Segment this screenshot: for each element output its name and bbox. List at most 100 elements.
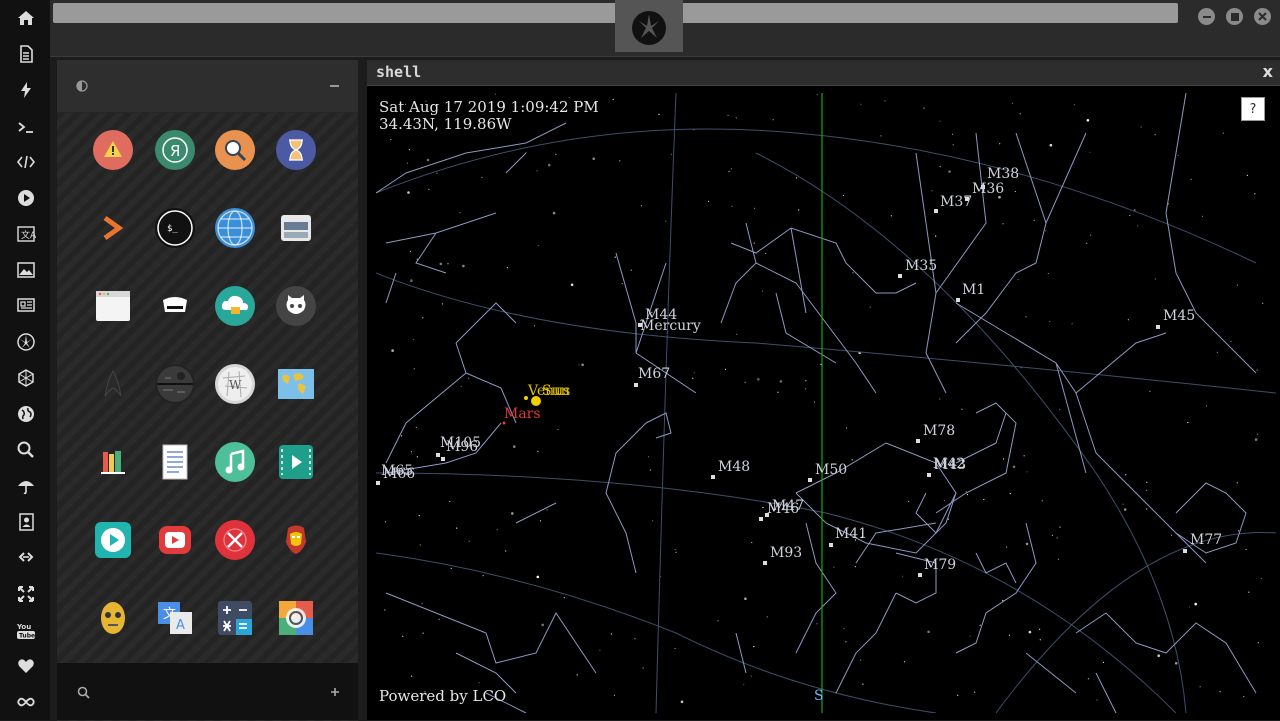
- world-map-app-icon[interactable]: [276, 364, 316, 404]
- label-m96: M96: [446, 439, 478, 455]
- play-icon[interactable]: [13, 185, 39, 211]
- youtube-icon[interactable]: You Tube: [13, 617, 39, 643]
- collapse-launcher-button[interactable]: [330, 85, 339, 87]
- player-app-icon[interactable]: [93, 520, 133, 560]
- newspaper-icon[interactable]: [13, 292, 39, 318]
- label-m44: M44: [645, 307, 677, 323]
- label-m65: M65: [381, 463, 413, 479]
- sky-location: 34.43N, 119.86W: [379, 115, 512, 133]
- label-m77: M77: [1190, 532, 1222, 548]
- heart-icon[interactable]: [13, 653, 39, 679]
- top-bar: [50, 0, 1280, 57]
- maximize-button[interactable]: [1226, 8, 1243, 25]
- search-icon[interactable]: [13, 437, 39, 463]
- shell-close-button[interactable]: x: [1262, 62, 1273, 81]
- bolt-icon[interactable]: [13, 77, 39, 103]
- search-icon: [77, 686, 90, 699]
- storage-app-icon[interactable]: [276, 208, 316, 248]
- label-m42: M42: [933, 456, 965, 472]
- sky-map[interactable]: Sat Aug 17 2019 1:09:42 PM 34.43N, 119.8…: [376, 93, 1276, 713]
- label-m38: M38: [987, 166, 1019, 182]
- sky-datetime: Sat Aug 17 2019 1:09:42 PM: [379, 98, 599, 116]
- label-m78: M78: [923, 423, 955, 439]
- help-button[interactable]: ?: [1241, 97, 1265, 121]
- code-icon[interactable]: [13, 149, 39, 175]
- youtube-app-icon[interactable]: [155, 520, 195, 560]
- hexagon-icon[interactable]: [13, 365, 39, 391]
- search-app-icon[interactable]: [215, 130, 255, 170]
- label-m67: M67: [638, 366, 670, 382]
- label-m66: M66: [383, 466, 415, 482]
- label-sun: Sun: [542, 383, 570, 399]
- close-window-button[interactable]: [1254, 8, 1271, 25]
- label-m41: M41: [835, 526, 867, 542]
- label-m37: M37: [940, 194, 972, 210]
- svg-text:文A: 文A: [21, 229, 36, 241]
- death-star-app-icon[interactable]: [155, 364, 195, 404]
- venus-marker: [524, 396, 528, 400]
- app-launcher: Я $_ W 文 A: [57, 60, 358, 721]
- shell-app-icon[interactable]: $_: [155, 208, 195, 248]
- expand-icon[interactable]: [13, 581, 39, 607]
- rebel-icon[interactable]: [13, 329, 39, 355]
- svg-text:Tube: Tube: [19, 633, 35, 640]
- label-mars: Mars: [504, 406, 541, 422]
- umbrella-icon[interactable]: [13, 473, 39, 499]
- infinity-icon[interactable]: [13, 689, 39, 715]
- add-icon[interactable]: [330, 687, 340, 697]
- books-app-icon[interactable]: [93, 442, 133, 482]
- label-m93: M93: [770, 545, 802, 561]
- label-m79: M79: [924, 557, 956, 573]
- hourglass-app-icon[interactable]: [276, 130, 316, 170]
- label-m46: M46: [767, 501, 799, 517]
- wikipedia-app-icon[interactable]: W: [215, 364, 255, 404]
- launcher-search-input[interactable]: [99, 679, 313, 705]
- close-app-icon[interactable]: [215, 520, 255, 560]
- warning-app-icon[interactable]: [93, 130, 133, 170]
- constellation-lines: [376, 93, 1257, 713]
- contact-icon[interactable]: [13, 509, 39, 535]
- star-trek-app-icon[interactable]: [93, 364, 133, 404]
- video-app-icon[interactable]: [276, 442, 316, 482]
- document-icon[interactable]: [13, 41, 39, 67]
- window-app-icon[interactable]: [93, 286, 133, 326]
- launcher-search: [57, 663, 358, 720]
- shell-titlebar: shell x: [367, 60, 1280, 86]
- music-app-icon[interactable]: [215, 442, 255, 482]
- object-markers: [376, 185, 1187, 577]
- app-grid: Я $_ W 文 A: [57, 113, 358, 721]
- meridian-label: S: [814, 688, 824, 704]
- mars-marker: [502, 421, 506, 425]
- notes-app-icon[interactable]: [155, 442, 195, 482]
- label-m1: M1: [962, 282, 985, 298]
- photos-app-icon[interactable]: [276, 598, 316, 638]
- hacker-app-icon[interactable]: [155, 286, 195, 326]
- shell-title: shell: [376, 63, 422, 81]
- label-mercury: Mercury: [640, 318, 701, 334]
- cloud-lock-app-icon[interactable]: [215, 286, 255, 326]
- minimize-button[interactable]: [1198, 8, 1215, 25]
- home-icon[interactable]: [13, 5, 39, 31]
- translate-icon[interactable]: 文A: [13, 221, 39, 247]
- image-icon[interactable]: [13, 257, 39, 283]
- label-m47: M47: [772, 498, 804, 514]
- contrast-icon[interactable]: [76, 80, 88, 92]
- browser-app-icon[interactable]: [215, 208, 255, 248]
- svg-text:$_: $_: [167, 224, 178, 234]
- rebel-alliance-logo-icon[interactable]: [615, 0, 683, 52]
- calculator-app-icon[interactable]: [215, 598, 255, 638]
- star-field: [384, 93, 1264, 704]
- svg-text:You: You: [16, 623, 31, 631]
- terminal-icon[interactable]: [13, 114, 39, 140]
- yandex-app-icon[interactable]: Я: [155, 130, 195, 170]
- prompt-app-icon[interactable]: [93, 208, 133, 248]
- link-icon[interactable]: [13, 544, 39, 570]
- github-app-icon[interactable]: [276, 286, 316, 326]
- label-m50: M50: [815, 462, 847, 478]
- svg-text:A: A: [176, 618, 185, 633]
- c3po-app-icon[interactable]: [93, 598, 133, 638]
- globe-icon[interactable]: [13, 401, 39, 427]
- label-m43: M43: [934, 457, 966, 473]
- iron-man-app-icon[interactable]: [276, 520, 316, 560]
